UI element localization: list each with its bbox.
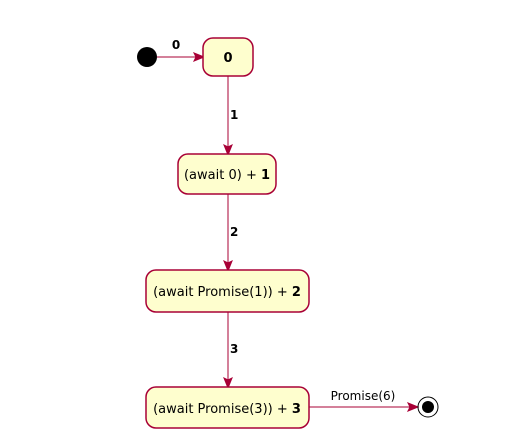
transition-start-to-s0: 0 bbox=[157, 38, 206, 62]
transition-label: Promise(6) bbox=[331, 389, 396, 403]
transition-s3-to-end: Promise(6) bbox=[309, 389, 420, 412]
state-label: 0 bbox=[223, 51, 232, 66]
state-label-value: 3 bbox=[292, 402, 301, 417]
transition-s2-to-s3: 3 bbox=[223, 312, 238, 390]
transition-label: 0 bbox=[172, 38, 180, 52]
state-node-s1: (await 0) + 1 bbox=[177, 153, 277, 195]
state-label-prefix: (await 0) + bbox=[184, 168, 261, 183]
start-node-icon bbox=[137, 47, 157, 67]
state-label: (await 0) + 1 bbox=[184, 168, 270, 183]
state-label: (await Promise(1)) + 2 bbox=[153, 285, 301, 300]
state-label: (await Promise(3)) + 3 bbox=[153, 402, 301, 417]
state-node-s0: 0 bbox=[202, 37, 254, 77]
state-label-value: 1 bbox=[261, 168, 270, 183]
transition-label: 3 bbox=[230, 342, 238, 356]
transition-s0-to-s1: 1 bbox=[223, 76, 238, 157]
transition-s1-to-s2: 2 bbox=[223, 194, 238, 273]
end-node-icon bbox=[417, 396, 439, 418]
state-node-s3: (await Promise(3)) + 3 bbox=[145, 386, 310, 429]
state-label-prefix: (await Promise(1)) + bbox=[153, 285, 292, 300]
transition-label: 2 bbox=[230, 225, 238, 239]
state-node-s2: (await Promise(1)) + 2 bbox=[145, 269, 310, 313]
state-label-value: 2 bbox=[292, 285, 301, 300]
transition-label: 1 bbox=[230, 108, 238, 122]
state-label-prefix: (await Promise(3)) + bbox=[153, 402, 292, 417]
